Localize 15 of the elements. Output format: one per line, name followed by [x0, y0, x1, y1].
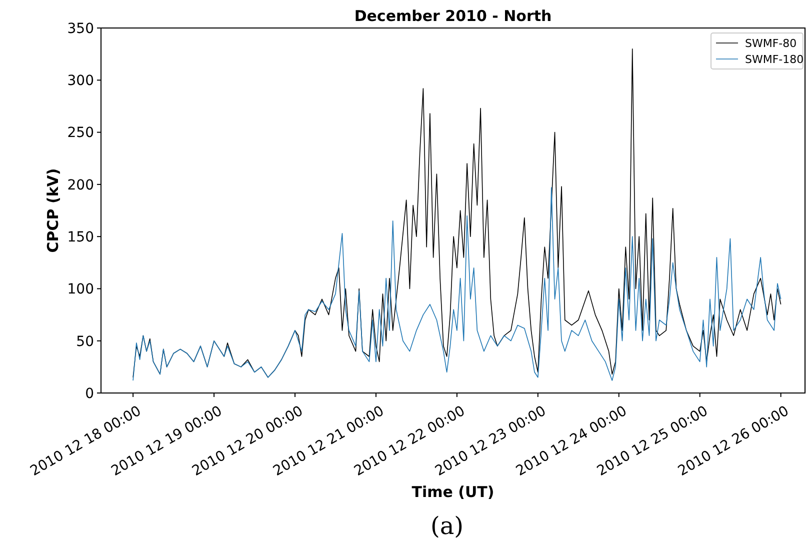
y-tick-label: 150 [67, 229, 94, 246]
legend-label: SWMF-180 [745, 52, 804, 66]
line-series [132, 187, 782, 381]
y-tick-label: 300 [67, 73, 94, 90]
y-tick-label: 200 [67, 177, 94, 194]
x-axis-title: Time (UT) [412, 483, 494, 501]
y-tick-label: 100 [67, 282, 94, 298]
y-tick-label: 50 [76, 334, 94, 350]
y-tick-label: 0 [85, 386, 94, 402]
y-tick-label: 250 [67, 125, 94, 142]
chart-title: December 2010 - North [354, 7, 552, 25]
y-axis-title: CPCP (kV) [44, 168, 62, 253]
y-tick-label: 350 [67, 20, 94, 37]
text: (a) [430, 512, 464, 540]
legend-label: SWMF-80 [745, 36, 797, 50]
